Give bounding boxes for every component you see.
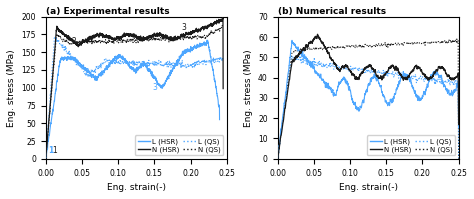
Y-axis label: Eng. stress (MPa): Eng. stress (MPa) [244, 49, 253, 127]
Legend: L (HSR), N (HSR), L (QS), N (QS): L (HSR), N (HSR), L (QS), N (QS) [367, 135, 455, 155]
Text: 3: 3 [153, 83, 158, 92]
Y-axis label: Eng. stress (MPa): Eng. stress (MPa) [7, 49, 16, 127]
X-axis label: Eng. strain(-): Eng. strain(-) [338, 183, 398, 192]
Text: 1: 1 [48, 146, 53, 155]
X-axis label: Eng. strain(-): Eng. strain(-) [107, 183, 166, 192]
Text: (b) Numerical results: (b) Numerical results [278, 7, 386, 16]
Text: (a) Experimental results: (a) Experimental results [46, 7, 169, 16]
Text: 2: 2 [72, 37, 76, 46]
Text: 3: 3 [182, 22, 187, 31]
Legend: L (HSR), N (HSR), L (QS), N (QS): L (HSR), N (HSR), L (QS), N (QS) [135, 135, 223, 155]
Text: 1: 1 [52, 146, 57, 155]
Text: 2: 2 [84, 68, 89, 77]
